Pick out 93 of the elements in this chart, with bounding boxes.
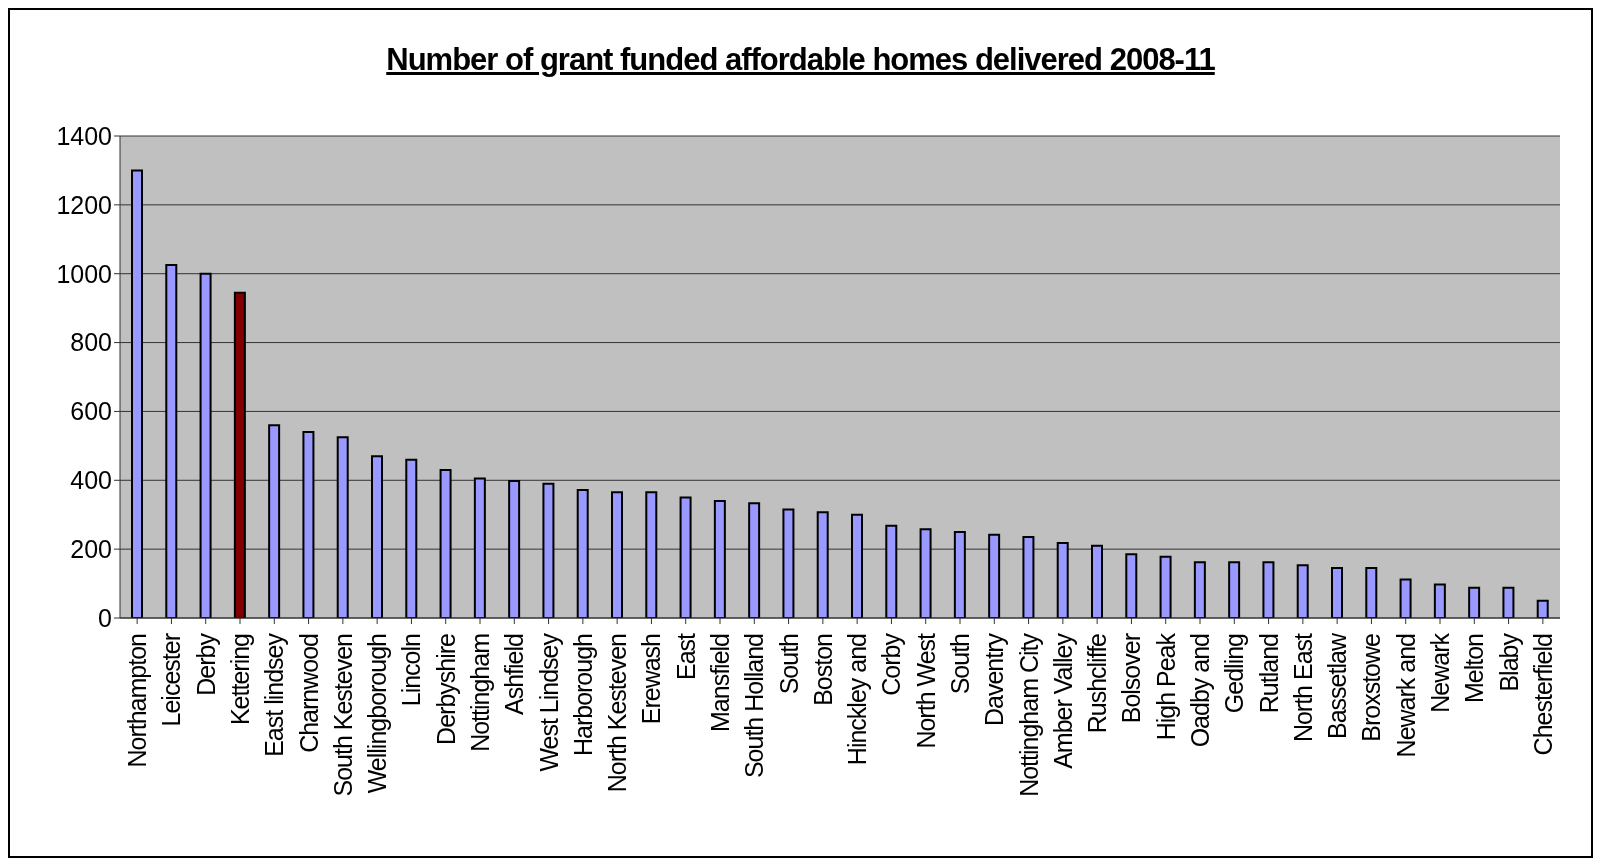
y-tick-label: 0 <box>98 603 112 632</box>
bar <box>439 468 452 618</box>
x-tick-label: East lindsey <box>260 632 289 757</box>
bar <box>1262 561 1275 618</box>
bar <box>473 477 486 618</box>
x-tick-label: Ashfield <box>500 633 529 715</box>
x-tick-label: North East <box>1288 632 1317 743</box>
x-tick-label: Newark <box>1426 632 1454 713</box>
bar <box>748 502 761 618</box>
bar <box>1056 541 1069 618</box>
x-tick-label: South <box>774 633 803 695</box>
x-tick-label: Broxstowe <box>1357 633 1386 742</box>
bar <box>988 533 1001 618</box>
bar <box>782 508 795 618</box>
x-tick-label: Mansfield <box>706 633 734 732</box>
bar <box>1125 553 1138 618</box>
x-tick-label: Nottingham <box>466 633 494 752</box>
x-tick-label: Leicester <box>157 633 186 727</box>
bar <box>679 496 692 618</box>
y-tick-label: 1000 <box>56 259 112 288</box>
y-tick-label: 1200 <box>56 190 112 219</box>
x-tick-label: Blaby <box>1494 632 1523 692</box>
x-tick-label: Wellingborough <box>363 633 392 794</box>
x-tick-label: Gedling <box>1220 633 1249 714</box>
x-tick-label: Amber Valley <box>1048 632 1077 769</box>
bar <box>336 436 349 618</box>
bar <box>131 169 143 618</box>
bar <box>302 431 315 618</box>
x-tick-label: South Holland <box>740 633 769 779</box>
x-tick-label: North West <box>911 632 940 749</box>
bar <box>165 264 178 618</box>
x-tick-label: Melton <box>1460 633 1489 704</box>
y-tick-label: 400 <box>70 466 112 495</box>
x-tick-label: Oadby and <box>1186 633 1214 748</box>
bar <box>1399 578 1412 618</box>
chart-title: Number of grant funded affordable homes delivered 2008-11 <box>385 42 1216 78</box>
bar <box>233 291 246 618</box>
y-tick-label: 600 <box>70 397 112 426</box>
y-tick-label: 800 <box>70 328 112 357</box>
x-tick-label: Erewash <box>637 633 666 725</box>
bar <box>611 491 623 618</box>
x-tick-label: Nottingham City <box>1014 632 1043 797</box>
x-tick-label: High Peak <box>1151 632 1180 741</box>
x-tick-label: West Lindsey <box>534 632 563 772</box>
x-tick-label: Bolsover <box>1117 633 1146 724</box>
bar <box>851 513 863 618</box>
x-tick-label: Kettering <box>226 633 254 726</box>
bar <box>1536 599 1549 618</box>
bar <box>268 424 281 618</box>
x-tick-label: Rutland <box>1254 633 1283 714</box>
bar <box>1468 586 1481 618</box>
x-tick-label: Lincoln <box>397 633 426 707</box>
bar <box>953 530 966 618</box>
bar <box>542 482 555 618</box>
bar <box>885 524 898 618</box>
bar <box>1365 567 1378 618</box>
bar <box>713 499 726 618</box>
x-tick-label: Derbyshire <box>431 633 460 745</box>
x-tick-label: South Kesteven <box>328 633 357 797</box>
bar <box>199 272 212 618</box>
bar <box>371 455 383 618</box>
bar <box>919 528 932 618</box>
x-tick-label: Charnwood <box>294 633 323 753</box>
y-tick-label: 200 <box>70 535 112 564</box>
x-tick-label: Bassetlaw <box>1323 632 1352 739</box>
bar <box>1193 561 1206 618</box>
bar <box>1502 586 1515 618</box>
bar <box>1159 555 1172 618</box>
bar <box>508 479 521 618</box>
x-tick-label: Chesterfield <box>1528 633 1557 756</box>
bar <box>576 488 589 618</box>
x-tick-label: Rushcliffe <box>1083 633 1112 734</box>
x-tick-label: Hinckley and <box>843 633 872 766</box>
x-tick-label: Derby <box>191 632 220 696</box>
x-tick-label: East <box>671 632 700 681</box>
x-tick-label: North Kesteven <box>603 633 632 793</box>
x-tick-label: Daventry <box>980 632 1009 727</box>
bar <box>405 458 418 618</box>
x-tick-label: Corby <box>877 632 906 696</box>
x-tick-label: South <box>946 633 974 695</box>
x-tick-label: Northampton <box>123 633 152 768</box>
bar <box>1296 564 1309 618</box>
bar <box>1331 567 1343 618</box>
bar <box>645 491 658 618</box>
y-tick-label: 1400 <box>56 121 112 150</box>
bar <box>1433 583 1446 618</box>
x-tick-label: Harborough <box>568 633 597 757</box>
x-tick-label: Newark and <box>1391 633 1420 758</box>
bar <box>1228 561 1241 618</box>
x-tick-label: Boston <box>808 633 837 706</box>
bar <box>1022 536 1035 618</box>
bar <box>816 511 829 618</box>
bar <box>1091 544 1103 618</box>
